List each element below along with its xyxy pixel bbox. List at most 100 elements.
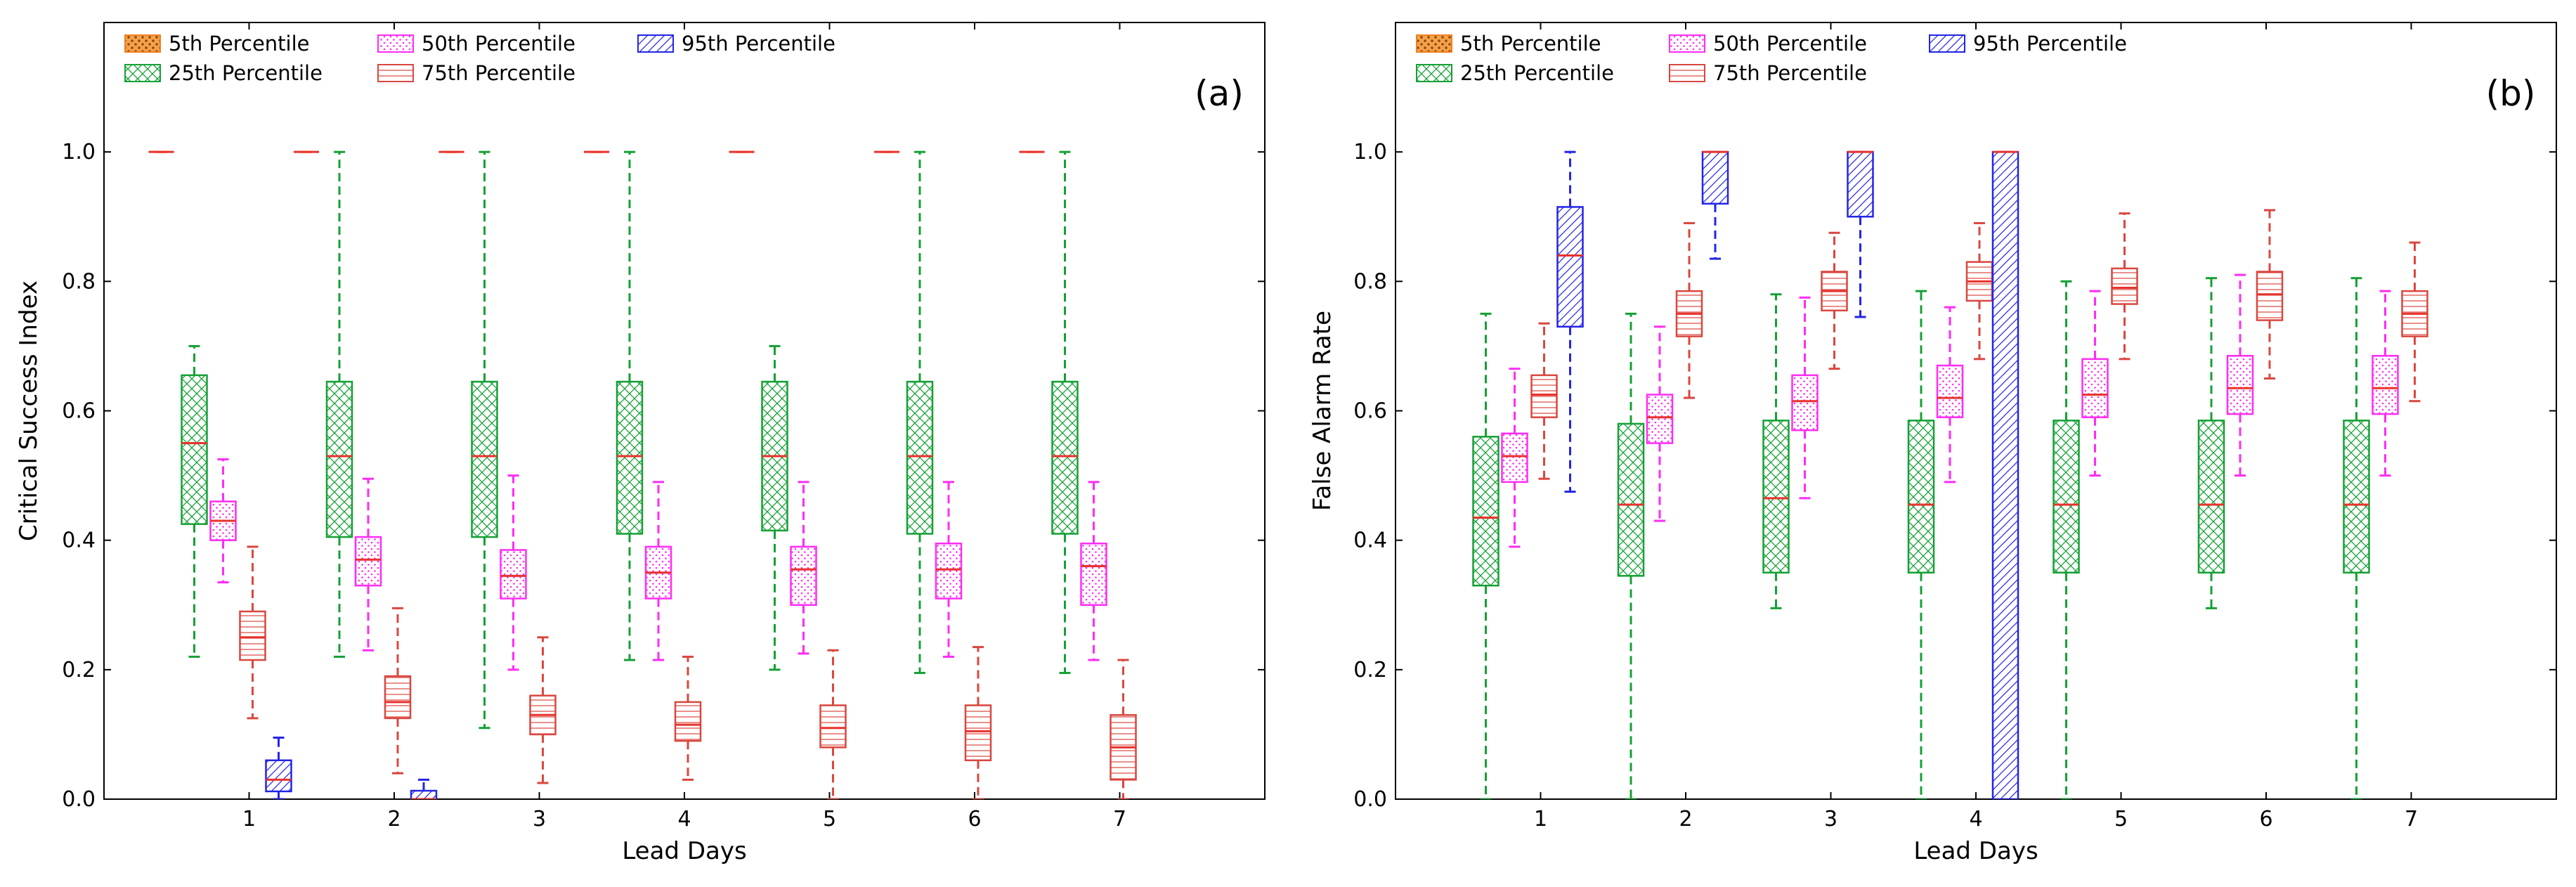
box-body <box>2256 271 2284 321</box>
box-body <box>1501 432 1528 484</box>
legend-swatch-p25 <box>124 64 161 82</box>
box-body <box>500 549 527 600</box>
legend-label-p95: 95th Percentile <box>682 32 835 56</box>
box-body <box>964 704 992 762</box>
y-tick-label: 0.8 <box>1353 269 1387 294</box>
y-tick-label: 0.8 <box>62 269 96 294</box>
box-p75-day-3 <box>1821 231 1848 370</box>
legend-swatch-p50 <box>1669 34 1705 53</box>
box-body <box>2197 420 2225 574</box>
box-p95-day-1 <box>265 737 292 799</box>
box-body <box>239 610 266 661</box>
box-p25-day-6 <box>906 150 934 674</box>
x-tick-label: 3 <box>1824 807 1837 831</box>
x-tick-label: 1 <box>242 807 256 831</box>
panel-a: 0.0 0.2 0.4 0.6 0.8 1.0 1 2 3 4 5 6 7 Lead Days Critic… <box>15 22 1266 865</box>
box-p25-day-2 <box>325 150 353 658</box>
box-body <box>790 545 817 606</box>
legend-swatch-p50 <box>377 34 414 53</box>
box-body <box>1847 150 1874 218</box>
box-p50-day-7 <box>2372 290 2399 477</box>
box-p95-day-1 <box>1556 150 1584 493</box>
x-tick-label: 3 <box>533 807 546 831</box>
x-tick-label: 5 <box>823 807 836 831</box>
y-tick-label: 0.2 <box>62 658 96 682</box>
box-p50-day-7 <box>1080 481 1107 661</box>
box-p50-day-5 <box>2081 290 2109 477</box>
box-body <box>2372 354 2399 415</box>
y-axis-label: False Alarm Rate <box>1308 311 1336 511</box>
box-body <box>2053 420 2080 574</box>
x-axis-label: Lead Days <box>622 837 746 865</box>
box-p50-day-6 <box>935 481 963 658</box>
box-p25-day-3 <box>471 150 498 730</box>
box-p75-day-3 <box>529 636 557 784</box>
box-layer <box>1472 150 2428 799</box>
y-tick-label: 0.4 <box>62 529 96 553</box>
x-tick-label: 7 <box>2405 807 2418 831</box>
box-body <box>616 380 644 535</box>
box-body <box>1617 422 1645 577</box>
panel-label: (a) <box>1195 73 1244 114</box>
box-p25-day-6 <box>2197 277 2225 609</box>
box-p50-day-4 <box>1936 306 1964 484</box>
x-tick-label: 5 <box>2114 807 2128 831</box>
box-body <box>410 789 438 799</box>
box-p50-day-2 <box>1646 325 1674 522</box>
box-body <box>1701 150 1729 205</box>
box-p50-day-2 <box>354 477 382 652</box>
box-p75-day-2 <box>1675 221 1703 399</box>
box-p95-day-3 <box>1847 150 1874 318</box>
box-p25-day-2 <box>1617 312 1645 799</box>
y-tick-label: 0.6 <box>1353 399 1387 424</box>
legend-swatch-p5 <box>1416 34 1452 53</box>
box-p75-day-6 <box>964 646 992 799</box>
box-body <box>1646 394 1674 444</box>
y-tick-label: 0.2 <box>1353 658 1387 682</box>
box-p25-day-4 <box>616 150 644 661</box>
x-tick-label: 6 <box>968 807 981 831</box>
box-body <box>1080 543 1107 606</box>
legend-label-p25: 25th Percentile <box>169 61 323 85</box>
box-body <box>2226 354 2254 415</box>
y-axis-label: Critical Success Index <box>15 280 43 541</box>
box-body <box>906 380 934 535</box>
box-body <box>2081 358 2109 418</box>
box-p25-day-1 <box>181 344 208 658</box>
box-body <box>2343 420 2370 574</box>
box-body <box>1762 420 1790 574</box>
box-p25-day-7 <box>1051 150 1079 674</box>
box-p50-day-5 <box>790 481 817 655</box>
x-tick-label: 7 <box>1113 807 1126 831</box>
y-tick-label: 0.6 <box>62 399 96 424</box>
box-body <box>471 380 498 538</box>
box-p50-day-3 <box>1791 296 1819 500</box>
x-tick-label: 4 <box>1969 807 1982 831</box>
box-p75-day-4 <box>1965 221 1993 361</box>
legend-label-p75: 75th Percentile <box>422 61 575 85</box>
y-tick-label: 0.4 <box>1353 529 1387 553</box>
box-body <box>935 543 963 600</box>
legend-swatch-p75 <box>377 64 414 82</box>
box-p75-day-7 <box>2401 241 2428 403</box>
legend: 5th Percentile 25th Percentile 50th Percen… <box>124 32 835 85</box>
box-p75-day-1 <box>239 545 266 720</box>
box-p25-day-7 <box>2343 277 2370 799</box>
y-tick-label: 0.0 <box>1353 787 1387 812</box>
legend-swatch-p95 <box>637 34 674 53</box>
box-p75-day-2 <box>384 607 412 775</box>
box-layer <box>148 150 1137 799</box>
panel-b: 0.0 0.2 0.4 0.6 0.8 1.0 1 2 3 4 5 6 7 Lead Days False … <box>1308 22 2557 865</box>
x-tick-label: 1 <box>1534 807 1547 831</box>
box-body <box>819 704 847 749</box>
box-p95-day-2 <box>410 778 438 799</box>
box-body <box>1472 436 1500 587</box>
box-body <box>325 380 353 538</box>
y-tick-label: 1.0 <box>1353 140 1387 164</box>
box-body <box>1556 206 1584 328</box>
box-p75-day-7 <box>1110 659 1137 799</box>
box-p25-day-4 <box>1907 290 1935 799</box>
box-p50-day-1 <box>1501 368 1528 548</box>
box-body <box>181 374 208 525</box>
